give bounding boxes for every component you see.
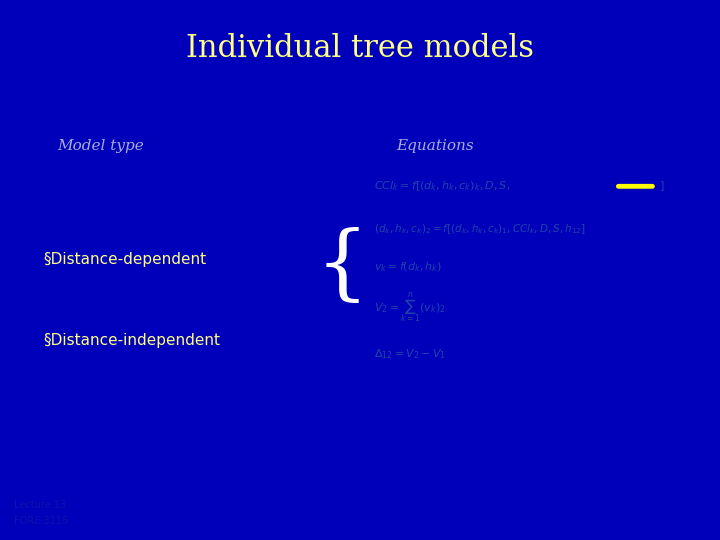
Text: Equations: Equations [396, 139, 474, 153]
Text: $\Delta_{12} = V_2 - V_1$: $\Delta_{12} = V_2 - V_1$ [374, 347, 446, 361]
Text: §Distance-dependent: §Distance-dependent [43, 252, 207, 267]
Text: Individual tree models: Individual tree models [186, 33, 534, 64]
Text: Model type: Model type [58, 139, 144, 153]
Text: FORE 3218: FORE 3218 [14, 516, 68, 526]
Text: Lecture 13: Lecture 13 [14, 500, 66, 510]
Text: $CCl_k = f[(d_k, h_k, c_k)_k, D, S,$: $CCl_k = f[(d_k, h_k, c_k)_k, D, S,$ [374, 179, 510, 193]
Text: $]$: $]$ [659, 179, 665, 193]
Text: $v_k = f(d_k, h_k)$: $v_k = f(d_k, h_k)$ [374, 260, 443, 274]
Text: $(d_k, h_k, c_k)_2 = f[(d_k, h_k, c_k)_1, CCl_k, D, S, h_{12}]$: $(d_k, h_k, c_k)_2 = f[(d_k, h_k, c_k)_1… [374, 222, 586, 237]
Text: {: { [315, 227, 369, 307]
Text: $V_2 = \sum_{k=1}^{n}(v_k)_2$: $V_2 = \sum_{k=1}^{n}(v_k)_2$ [374, 291, 446, 325]
Text: §Distance-independent: §Distance-independent [43, 333, 220, 348]
